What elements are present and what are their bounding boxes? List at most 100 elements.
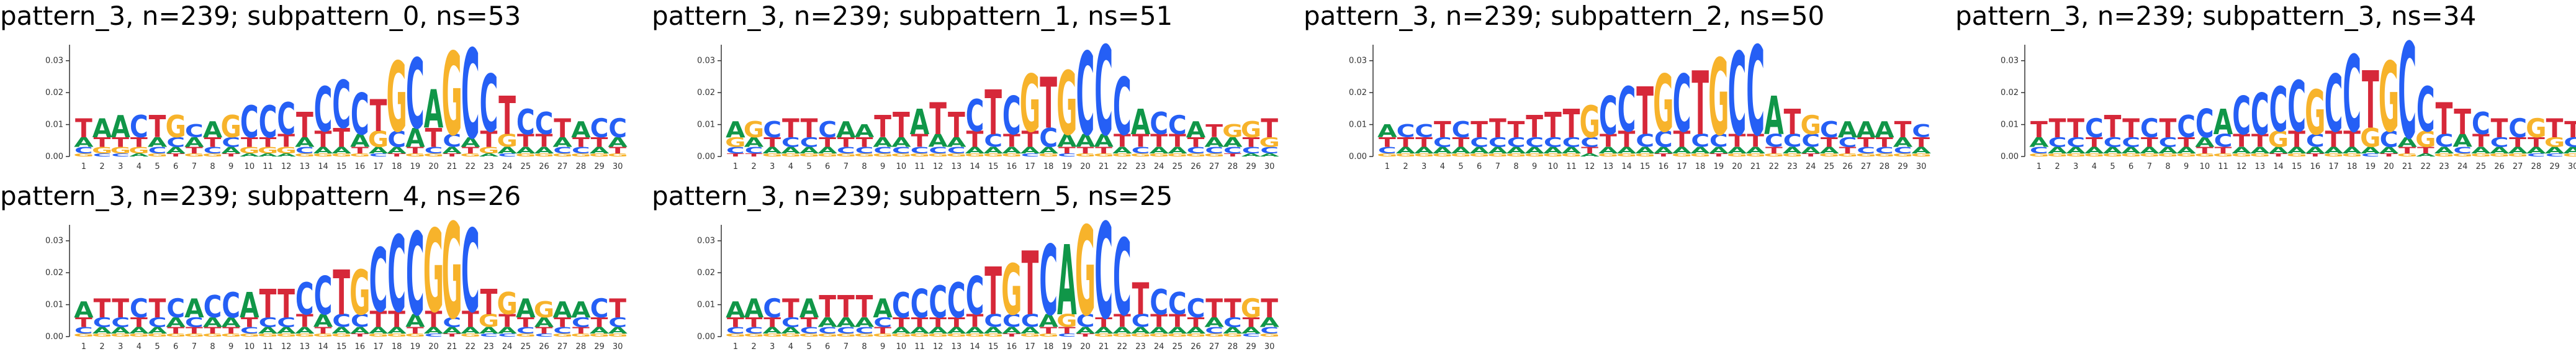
logo-letter-A: A [1524, 145, 1544, 155]
logo-letter-G: G [1204, 152, 1224, 157]
logo-letter-C: C [929, 145, 947, 155]
logo-letter-G: G [1222, 332, 1243, 337]
logo-letter-C: C [516, 325, 535, 335]
logo-letter-C: C [498, 332, 516, 337]
logo-letter-G: G [2047, 152, 2068, 157]
x-tick-label: 5 [155, 342, 160, 352]
panel-title: pattern_3, n=239; subpattern_5, ns=25 [652, 181, 1173, 211]
logo-letter-A: A [442, 325, 462, 335]
x-tick-label: 27 [1209, 342, 1220, 352]
logo-letter-A: A [552, 135, 572, 150]
logo-letter-C: C [1433, 135, 1452, 150]
logo-letter-A: A [2397, 135, 2416, 150]
x-tick-label: 25 [1824, 162, 1835, 171]
logo-letter-T: T [2288, 127, 2305, 152]
logo-letter-T: T [966, 312, 984, 332]
logo-letter-G: G [1672, 152, 1692, 157]
logo-letter-A: A [1038, 312, 1058, 332]
logo-letter-C: C [1470, 135, 1488, 150]
logo-letter-C: C [148, 145, 167, 155]
x-tick-label: 6 [173, 162, 178, 171]
logo-letter-G: G [202, 332, 223, 337]
x-tick-label: 17 [2328, 162, 2339, 171]
logo-letter-C: C [387, 127, 406, 152]
logo-letter-A: A [947, 135, 966, 150]
logo-letter-G: G [460, 152, 480, 157]
logo-letter-G: G [762, 152, 782, 157]
x-tick-label: 10 [896, 342, 907, 352]
logo-letter-A: A [2434, 145, 2454, 155]
logo-letter-G: G [744, 117, 764, 143]
logo-letter-C: C [1912, 122, 1930, 142]
y-tick-label: 0.03 [1349, 57, 1367, 66]
x-tick-label: 12 [281, 342, 292, 352]
logo-letter-T: T [893, 315, 910, 330]
logo-letter-G: G [1782, 152, 1803, 157]
logo-letter-A: A [817, 315, 837, 330]
logo-letter-G: G [1579, 97, 1600, 148]
logo-letter-A: A [1801, 145, 1821, 155]
logo-letter-G: G [202, 152, 223, 157]
x-tick-label: 28 [1228, 162, 1238, 171]
logo-letter-G: G [1413, 152, 1434, 157]
logo-letter-T: T [407, 145, 424, 155]
logo-letter-A: A [1002, 325, 1022, 335]
y-tick-label: 0.02 [697, 268, 715, 278]
logo-letter-T: T [948, 104, 965, 146]
logo-letter-G: G [2415, 127, 2436, 152]
logo-letter-A: A [928, 132, 947, 152]
logo-letter-G: G [405, 332, 425, 337]
logo-letter-A: A [74, 135, 93, 150]
logo-letter-A: A [2287, 145, 2307, 155]
logo-letter-G: G [983, 152, 1003, 157]
logo-letter-T: T [204, 325, 222, 335]
logo-letter-T: T [1132, 132, 1150, 152]
logo-letter-T: T [351, 145, 369, 155]
x-tick-label: 5 [155, 162, 160, 171]
logo-letter-A: A [369, 325, 389, 335]
x-tick-label: 11 [914, 162, 925, 171]
logo-letter-C: C [259, 315, 277, 330]
logo-letter-G: G [2249, 152, 2270, 157]
logo-letter-C: C [1580, 135, 1599, 150]
x-tick-label: 30 [1916, 162, 1927, 171]
x-tick-label: 2 [99, 162, 104, 171]
logo-letter-G: G [1837, 152, 1858, 157]
logo-letter-T: T [572, 325, 590, 335]
logo-letter-T: T [727, 152, 744, 157]
x-tick-label: 21 [2402, 162, 2413, 171]
logo-letter-A: A [873, 293, 892, 324]
logo-letter-G: G [2305, 77, 2325, 148]
logo-letter-C: C [2104, 135, 2122, 150]
x-tick-label: 30 [2568, 162, 2576, 171]
logo-letter-C: C [892, 284, 911, 326]
logo-letter-G: G [1038, 152, 1058, 157]
logo-letter-C: C [745, 325, 763, 335]
x-tick-label: 8 [210, 342, 215, 352]
logo-letter-G: G [2139, 152, 2159, 157]
logo-letter-A: A [873, 135, 892, 150]
logo-letter-T: T [407, 325, 424, 335]
logo-letter-C: C [1599, 85, 1618, 147]
logo-letter-T: T [1821, 135, 1838, 150]
logo-letter-G: G [1056, 312, 1077, 332]
logo-letter-A: A [1223, 325, 1243, 335]
logo-letter-G: G [184, 152, 204, 157]
logo-letter-G: G [799, 332, 819, 337]
x-tick-label: 3 [1421, 162, 1426, 171]
x-tick-label: 7 [1495, 162, 1500, 171]
x-tick-label: 7 [844, 342, 849, 352]
logo-letter-T: T [498, 85, 516, 147]
y-tick-label: 0.01 [2001, 120, 2019, 130]
logo-letter-A: A [1168, 325, 1187, 335]
x-tick-label: 9 [228, 342, 233, 352]
x-tick-label: 15 [988, 162, 999, 171]
logo-letter-T: T [480, 127, 498, 152]
logo-letter-G: G [534, 152, 554, 157]
logo-letter-A: A [799, 145, 819, 155]
x-tick-label: 24 [502, 342, 513, 352]
logo-letter-T: T [984, 77, 1002, 148]
x-tick-label: 1 [2037, 162, 2042, 171]
logo-letter-T: T [1040, 325, 1057, 335]
logo-letter-C: C [1857, 145, 1875, 155]
